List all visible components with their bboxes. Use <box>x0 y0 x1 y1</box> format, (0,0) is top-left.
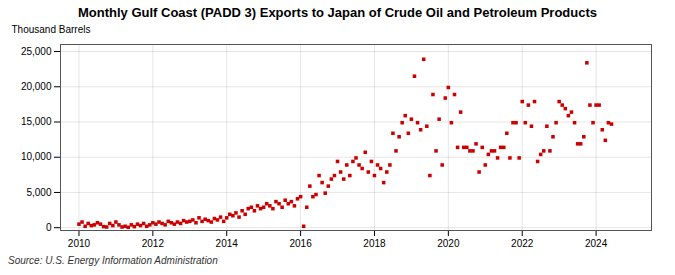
svg-text:2022: 2022 <box>511 238 534 249</box>
svg-text:10,000: 10,000 <box>21 151 52 162</box>
svg-text:25,000: 25,000 <box>21 46 52 57</box>
svg-text:2014: 2014 <box>216 238 239 249</box>
svg-text:Thousand Barrels: Thousand Barrels <box>12 24 91 35</box>
svg-text:2020: 2020 <box>437 238 460 249</box>
svg-text:2024: 2024 <box>585 238 608 249</box>
html-text:Source: U.S. Energy Informatio: Source: U.S. Energy Information Administ… <box>8 255 218 266</box>
svg-text:5,000: 5,000 <box>26 187 51 198</box>
svg-text:20,000: 20,000 <box>21 81 52 92</box>
svg-text:2010: 2010 <box>68 238 91 249</box>
svg-text:15,000: 15,000 <box>21 116 52 127</box>
svg-text:0: 0 <box>46 222 52 233</box>
svg-text:2016: 2016 <box>289 238 312 249</box>
html-text:Monthly Gulf Coast (PADD 3) Ex: Monthly Gulf Coast (PADD 3) Exports to J… <box>78 5 597 20</box>
svg-text:2012: 2012 <box>142 238 165 249</box>
svg-text:2018: 2018 <box>363 238 386 249</box>
